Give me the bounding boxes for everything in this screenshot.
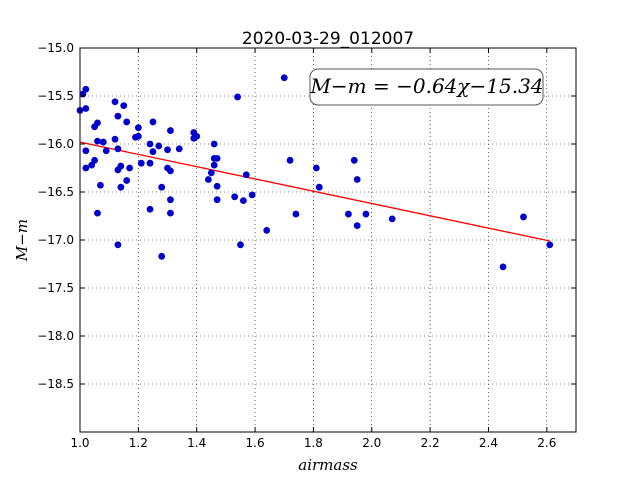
x-tick-label: 2.4 bbox=[479, 436, 498, 450]
data-point bbox=[126, 164, 133, 172]
x-tick-label: 1.4 bbox=[187, 436, 206, 450]
equation-box-frame bbox=[309, 68, 544, 106]
data-point bbox=[280, 74, 288, 82]
x-axis-label: airmass bbox=[298, 456, 358, 474]
data-point bbox=[111, 98, 119, 106]
data-point bbox=[213, 155, 221, 162]
y-tick-label: −16.0 bbox=[37, 137, 74, 151]
data-point bbox=[149, 148, 157, 156]
data-point bbox=[248, 191, 256, 199]
y-tick-label: −18.0 bbox=[37, 329, 74, 343]
data-point bbox=[231, 193, 239, 201]
data-point bbox=[350, 156, 358, 164]
data-point bbox=[286, 156, 294, 164]
data-point bbox=[114, 112, 122, 120]
data-point bbox=[134, 132, 142, 140]
fit-line bbox=[79, 141, 550, 242]
data-point bbox=[117, 162, 125, 170]
chart-title: 2020-03-29_012007 bbox=[242, 29, 414, 49]
data-point bbox=[94, 137, 101, 145]
data-point bbox=[146, 159, 154, 167]
data-point bbox=[234, 93, 241, 101]
grid bbox=[79, 47, 576, 432]
data-point bbox=[123, 118, 131, 126]
data-point bbox=[213, 196, 221, 204]
data-point bbox=[114, 145, 122, 153]
data-point bbox=[175, 145, 183, 153]
x-tick-label: 2.6 bbox=[537, 436, 556, 450]
x-tick-label: 1.2 bbox=[129, 436, 148, 450]
data-point bbox=[193, 132, 201, 140]
y-axis-label: M−m bbox=[13, 219, 31, 262]
data-point bbox=[520, 213, 527, 221]
data-point bbox=[82, 105, 90, 112]
data-point bbox=[99, 138, 107, 146]
data-point bbox=[167, 196, 174, 204]
data-point bbox=[263, 227, 271, 234]
fit-line-group bbox=[79, 141, 550, 242]
data-point bbox=[137, 159, 145, 167]
data-point bbox=[167, 127, 174, 134]
x-tick-label: 2.0 bbox=[362, 436, 381, 450]
equation-box: M−m = −0.64χ−15.34 bbox=[309, 68, 544, 106]
data-point bbox=[210, 161, 218, 169]
data-point bbox=[345, 210, 352, 218]
data-point bbox=[94, 209, 101, 217]
y-tick-label: −17.5 bbox=[37, 281, 74, 295]
y-tick-label: −16.5 bbox=[37, 185, 74, 199]
data-point bbox=[242, 171, 250, 179]
y-tick-label: −15.0 bbox=[37, 41, 74, 55]
x-tick-label: 1.8 bbox=[304, 436, 323, 450]
data-point bbox=[388, 215, 396, 223]
data-point bbox=[94, 119, 101, 127]
data-point bbox=[120, 102, 128, 109]
y-tick-label: −18.5 bbox=[37, 377, 74, 391]
x-tick-label: 2.2 bbox=[421, 436, 440, 450]
data-point bbox=[499, 263, 507, 271]
data-point bbox=[117, 183, 125, 191]
data-point bbox=[91, 156, 98, 164]
data-point bbox=[114, 241, 122, 249]
data-point bbox=[207, 169, 215, 177]
data-point bbox=[82, 85, 90, 93]
data-point bbox=[146, 205, 154, 213]
data-point bbox=[82, 164, 90, 172]
data-point bbox=[362, 210, 370, 218]
data-point bbox=[315, 183, 323, 191]
data-point bbox=[353, 222, 361, 230]
x-tick-label: 1.6 bbox=[246, 436, 265, 450]
data-point bbox=[239, 197, 247, 205]
data-point bbox=[102, 147, 110, 155]
data-point bbox=[167, 209, 174, 217]
data-point bbox=[210, 140, 218, 148]
data-point bbox=[167, 167, 174, 175]
data-points bbox=[76, 74, 554, 271]
data-point bbox=[111, 135, 119, 143]
data-point bbox=[164, 146, 171, 154]
data-point bbox=[149, 118, 157, 126]
data-point bbox=[204, 176, 212, 183]
data-point bbox=[546, 241, 554, 249]
data-point bbox=[134, 124, 142, 132]
data-point bbox=[97, 181, 104, 189]
data-point bbox=[237, 241, 244, 249]
data-point bbox=[213, 182, 221, 190]
data-point bbox=[353, 176, 361, 183]
equation-text: M−m = −0.64χ−15.34 bbox=[309, 74, 543, 98]
data-point bbox=[82, 147, 90, 155]
x-tick-label: 1.0 bbox=[70, 436, 89, 450]
data-point bbox=[158, 252, 166, 260]
data-point bbox=[123, 177, 131, 184]
data-point bbox=[158, 183, 166, 191]
data-point bbox=[155, 142, 163, 150]
data-point bbox=[292, 210, 300, 218]
data-point bbox=[312, 164, 320, 172]
y-tick-label: −17.0 bbox=[37, 233, 74, 247]
data-point bbox=[146, 140, 154, 148]
ticks: 1.0 1.2 1.4 1.6 1.8 2.0 2.2 2.4 2.6 −15.0 −15.5 −16… bbox=[37, 41, 576, 450]
y-tick-label: −15.5 bbox=[37, 89, 74, 103]
